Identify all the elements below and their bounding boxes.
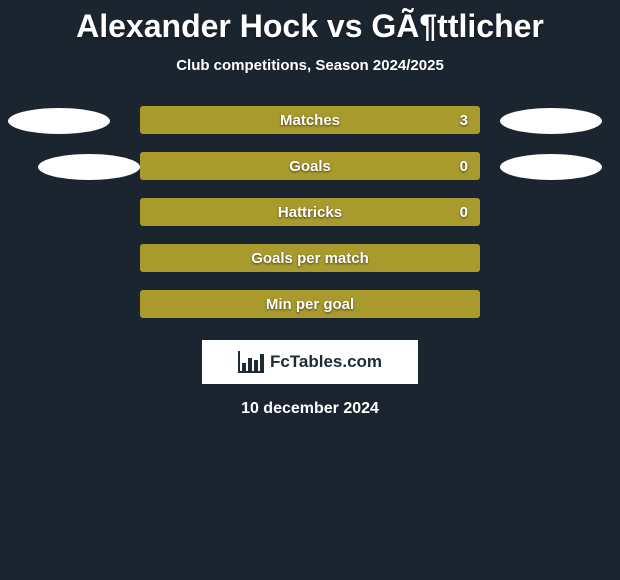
player-oval-left [38,154,140,180]
bar-fill [140,106,480,134]
stat-row: Matches3 [0,98,620,144]
stat-bar: Goals per match [140,244,480,272]
page-subtitle: Club competitions, Season 2024/2025 [0,57,620,74]
stat-row: Goals0 [0,144,620,190]
date-text: 10 december 2024 [0,400,620,418]
bar-fill [140,198,480,226]
player-oval-left [8,108,110,134]
stat-bar: Min per goal [140,290,480,318]
bar-fill [140,244,480,272]
stat-bar: Matches3 [140,106,480,134]
stat-rows: Matches3 Goals0 Hattricks0 Goals per match M… [0,98,620,328]
logo-text: FcTables.com [270,352,382,372]
stat-bar: Hattricks0 [140,198,480,226]
bar-value: 0 [460,152,468,180]
player-oval-right [500,108,602,134]
bar-chart-icon [238,351,264,373]
fctables-logo: FcTables.com [202,340,418,384]
stat-row: Goals per match [0,236,620,282]
stat-row: Hattricks0 [0,190,620,236]
bar-value: 0 [460,198,468,226]
bar-fill [140,152,480,180]
player-oval-right [500,154,602,180]
stat-bar: Goals0 [140,152,480,180]
bar-value: 3 [460,106,468,134]
bar-fill [140,290,480,318]
stat-row: Min per goal [0,282,620,328]
page-title: Alexander Hock vs GÃ¶ttlicher [0,0,620,45]
